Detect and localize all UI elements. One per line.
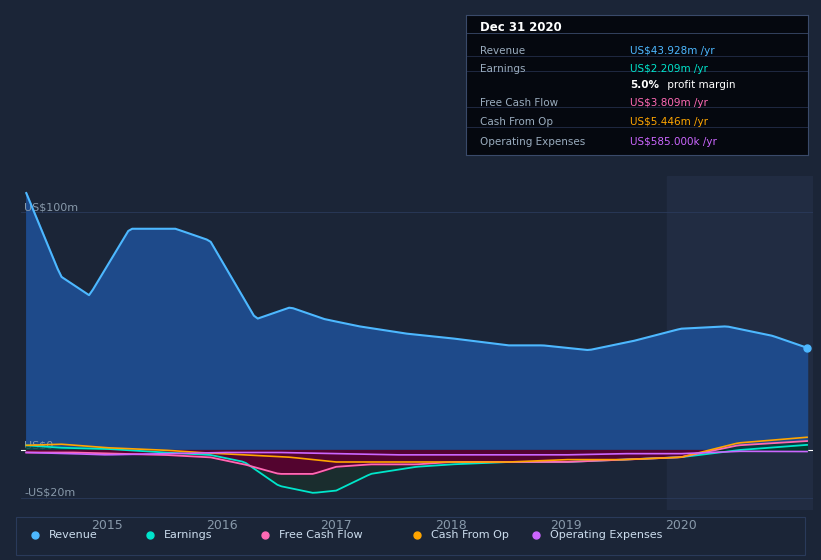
Text: US$5.446m /yr: US$5.446m /yr bbox=[631, 117, 709, 127]
Text: Free Cash Flow: Free Cash Flow bbox=[279, 530, 363, 540]
Text: Dec 31 2020: Dec 31 2020 bbox=[479, 21, 562, 34]
Text: Cash From Op: Cash From Op bbox=[431, 530, 509, 540]
Text: Revenue: Revenue bbox=[49, 530, 98, 540]
Text: Cash From Op: Cash From Op bbox=[479, 117, 553, 127]
Text: US$0: US$0 bbox=[24, 440, 53, 450]
Text: -US$20m: -US$20m bbox=[24, 488, 76, 498]
Text: US$2.209m /yr: US$2.209m /yr bbox=[631, 64, 708, 74]
Text: US$100m: US$100m bbox=[24, 202, 78, 212]
Bar bbox=[16, 517, 805, 556]
Text: Revenue: Revenue bbox=[479, 46, 525, 56]
Text: US$43.928m /yr: US$43.928m /yr bbox=[631, 46, 715, 56]
Text: Earnings: Earnings bbox=[164, 530, 213, 540]
Bar bbox=[667, 176, 813, 510]
Text: US$3.809m /yr: US$3.809m /yr bbox=[631, 97, 708, 108]
Text: profit margin: profit margin bbox=[664, 80, 736, 90]
Text: 5.0%: 5.0% bbox=[631, 80, 659, 90]
Text: Free Cash Flow: Free Cash Flow bbox=[479, 97, 557, 108]
Text: Operating Expenses: Operating Expenses bbox=[479, 137, 585, 147]
Text: Operating Expenses: Operating Expenses bbox=[550, 530, 663, 540]
Text: Earnings: Earnings bbox=[479, 64, 525, 74]
Text: US$585.000k /yr: US$585.000k /yr bbox=[631, 137, 717, 147]
